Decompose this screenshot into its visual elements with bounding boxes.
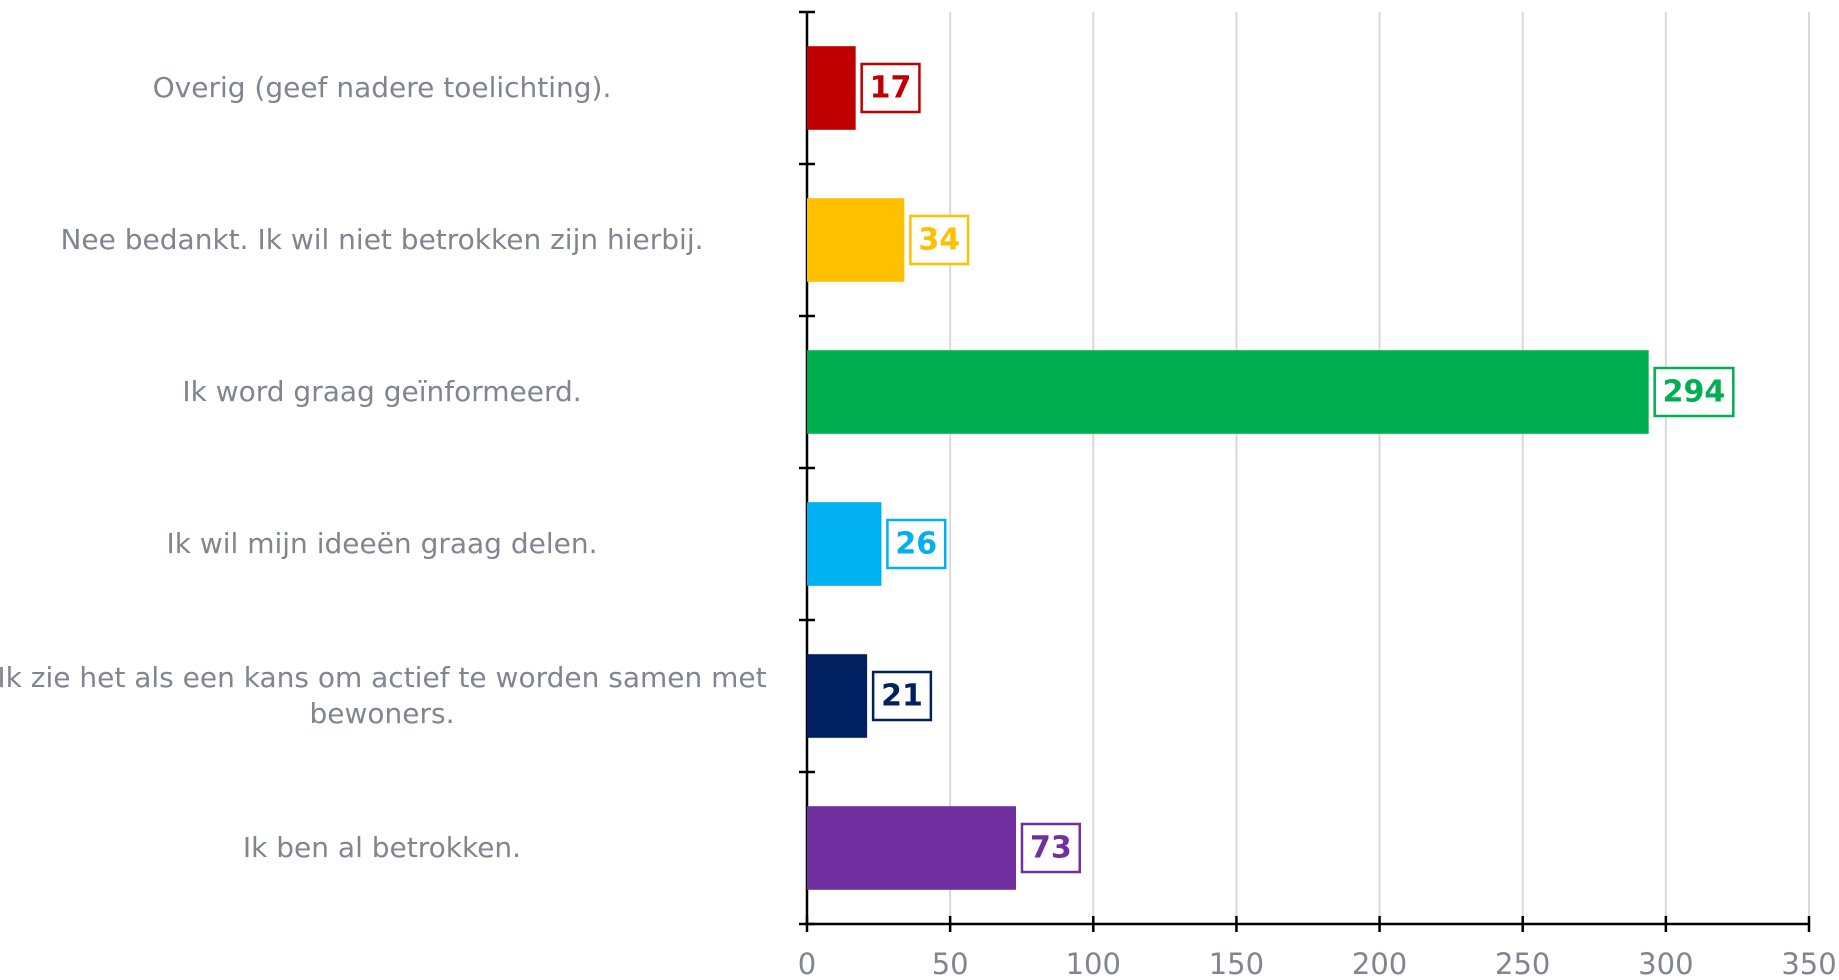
y-tick-label: Ik wil mijn ideeën graag delen. <box>166 527 598 560</box>
x-tick-label: 50 <box>932 947 969 980</box>
value-label-box <box>886 518 947 570</box>
x-tick-label: 350 <box>1781 947 1836 980</box>
value-label: 26 <box>886 518 947 570</box>
value-label-box <box>909 214 970 266</box>
x-tick-label: 250 <box>1495 947 1550 980</box>
value-label-box <box>1020 822 1081 874</box>
x-tick-label: 100 <box>1066 947 1121 980</box>
value-label-text: 73 <box>1030 831 1072 866</box>
value-label: 73 <box>1020 822 1081 874</box>
value-label-text: 17 <box>870 71 912 106</box>
x-tick-label: 0 <box>798 947 816 980</box>
bar <box>807 654 868 738</box>
x-tick-label: 200 <box>1352 947 1407 980</box>
bar <box>807 806 1016 890</box>
value-label: 294 <box>1653 366 1735 418</box>
value-label-box <box>860 62 921 114</box>
value-label-text: 21 <box>881 679 923 714</box>
value-label-text: 294 <box>1663 375 1726 410</box>
value-label-text: 26 <box>895 527 937 562</box>
bar <box>807 502 882 586</box>
value-label-text: 34 <box>918 223 960 258</box>
y-tick-label: Ik word graag geïnformeerd. <box>182 375 582 408</box>
y-tick-label: Overig (geef nadere toelichting). <box>152 71 612 104</box>
x-tick-label: 150 <box>1209 947 1264 980</box>
value-label: 21 <box>871 670 933 722</box>
value-label: 17 <box>860 62 921 114</box>
x-tick-label: 300 <box>1638 947 1693 980</box>
bar <box>807 46 856 130</box>
value-label: 34 <box>909 214 970 266</box>
bar <box>807 350 1649 434</box>
y-tick-label: Ik zie het als een kans om actief te wor… <box>0 661 767 730</box>
value-label-box <box>1653 366 1735 418</box>
y-tick-label: Ik ben al betrokken. <box>242 831 522 864</box>
y-tick-label: Nee bedankt. Ik wil niet betrokken zijn … <box>60 223 704 256</box>
value-label-box <box>871 670 933 722</box>
bar <box>807 198 905 282</box>
